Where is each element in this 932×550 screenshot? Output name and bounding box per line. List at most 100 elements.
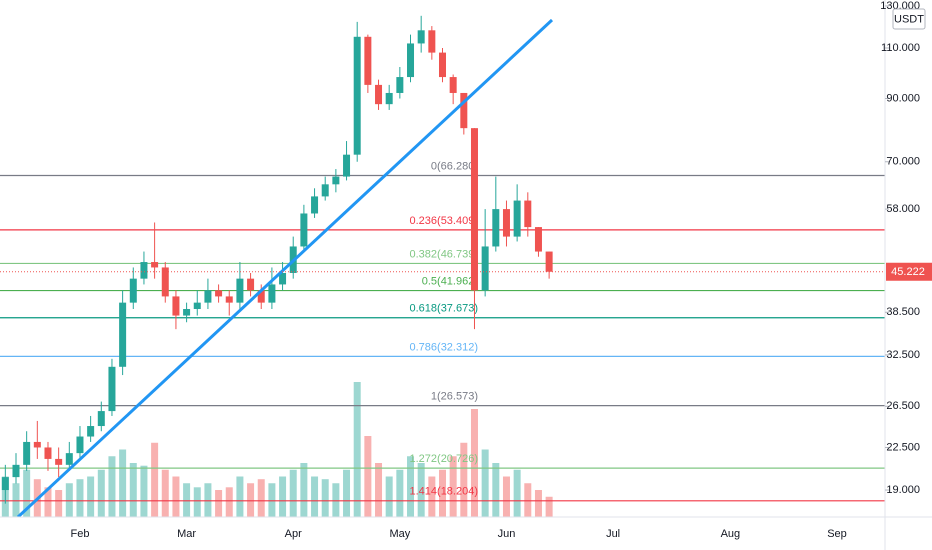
volume-bar [407, 456, 415, 517]
candle-body [428, 30, 436, 53]
candle-body [343, 154, 351, 177]
y-tick-label: 22.500 [886, 441, 920, 453]
candle-body [385, 92, 393, 105]
candle-body [225, 296, 233, 303]
volume-bar [321, 479, 329, 517]
fib-label: 0.786(32.312) [410, 341, 479, 353]
volume-bar [268, 483, 276, 517]
volume-bar [470, 409, 478, 517]
trend-line [16, 18, 554, 517]
candle-body [321, 184, 329, 197]
currency-box[interactable] [892, 8, 926, 30]
volume-layer [1, 382, 553, 517]
candle-body [300, 213, 308, 247]
volume-bar [257, 479, 265, 517]
candle-body [417, 30, 425, 44]
candle-body [257, 290, 265, 303]
candle-body [33, 441, 41, 448]
volume-bar [343, 469, 351, 517]
candle-body [524, 200, 532, 228]
volume-bar [87, 476, 95, 517]
volume-bar [65, 483, 73, 517]
x-tick-label: Apr [285, 528, 302, 540]
fib-layer: 0(66.280) 0.236(53.409) 0.382(46.739) 0.5(4… [0, 160, 885, 502]
volume-bar [375, 463, 383, 517]
volume-bar [428, 476, 436, 517]
candle-body [470, 128, 478, 291]
volume-bar [236, 476, 244, 517]
volume-bar [97, 469, 105, 517]
fib-label: 1.272(20.726) [410, 453, 479, 465]
candle-body [76, 436, 84, 454]
candle-body [119, 302, 127, 367]
volume-bar [449, 456, 457, 517]
candle-body [204, 290, 212, 303]
candle-body [55, 458, 63, 465]
fib-label: 0.5(41.962) [422, 275, 478, 287]
volume-bar [225, 487, 233, 517]
fib-label: 0.236(53.409) [410, 215, 479, 227]
volume-bar [524, 483, 532, 517]
candle-body [502, 209, 510, 237]
volume-bar [439, 469, 446, 517]
currency: USDT [894, 13, 924, 25]
candle-body [353, 36, 361, 155]
candle-body [481, 246, 489, 291]
y-tick-label: 19.000 [886, 484, 920, 496]
volume-bar [193, 487, 201, 517]
candle-body [172, 296, 180, 316]
y-tick-label: 110.000 [881, 42, 920, 54]
candle-body [23, 441, 31, 465]
candle-body [332, 176, 340, 185]
candle-body [375, 84, 383, 105]
candle-body [407, 43, 415, 78]
volume-bar [353, 382, 361, 517]
candle-body [311, 196, 319, 214]
candle-body [65, 453, 73, 465]
candle-layer [1, 15, 553, 504]
y-tick-label: 26.500 [886, 400, 920, 412]
y-tick-label: 130.000 [880, 0, 920, 12]
last-price-box [886, 262, 932, 281]
candle-body [279, 272, 287, 285]
candle-body [183, 309, 191, 316]
volume-bar [545, 496, 553, 517]
volume-bar [129, 463, 137, 517]
volume-bar [396, 469, 404, 517]
candle-body [268, 284, 276, 303]
volume-bar [108, 456, 116, 517]
volume-bar [289, 469, 297, 517]
volume-bar [311, 476, 319, 517]
y-tick-label: 70.000 [886, 156, 920, 168]
y-tick-label: 38.500 [886, 306, 920, 318]
candle-body [247, 278, 255, 291]
x-tick-label: May [389, 528, 410, 540]
candle-body [108, 366, 116, 412]
candle-body [513, 200, 521, 237]
candle-body [140, 262, 148, 279]
volume-bar [172, 476, 180, 517]
volume-bar [417, 463, 425, 517]
volume-bar [183, 483, 191, 517]
y-tick-label: 90.000 [886, 92, 920, 104]
x-tick-label: Sep [827, 528, 847, 540]
volume-bar [492, 463, 500, 517]
y-tick-label: 58.000 [886, 203, 920, 215]
candle-body [492, 209, 500, 247]
x-tick-label: Feb [70, 528, 89, 540]
volume-bar [332, 483, 340, 517]
candle-body [151, 262, 159, 268]
volume-bar [140, 465, 148, 517]
candle-body [161, 267, 169, 297]
y-tick-label: 32.500 [886, 349, 920, 361]
candle-body [97, 411, 105, 427]
candle-body [364, 36, 372, 85]
volume-bar [23, 469, 31, 517]
volume-bar [76, 479, 84, 517]
volume-bar [364, 436, 372, 517]
x-tick-label: Jul [606, 528, 620, 540]
candle-body [129, 278, 137, 303]
volume-bar [385, 476, 393, 517]
candle-body [396, 77, 404, 93]
